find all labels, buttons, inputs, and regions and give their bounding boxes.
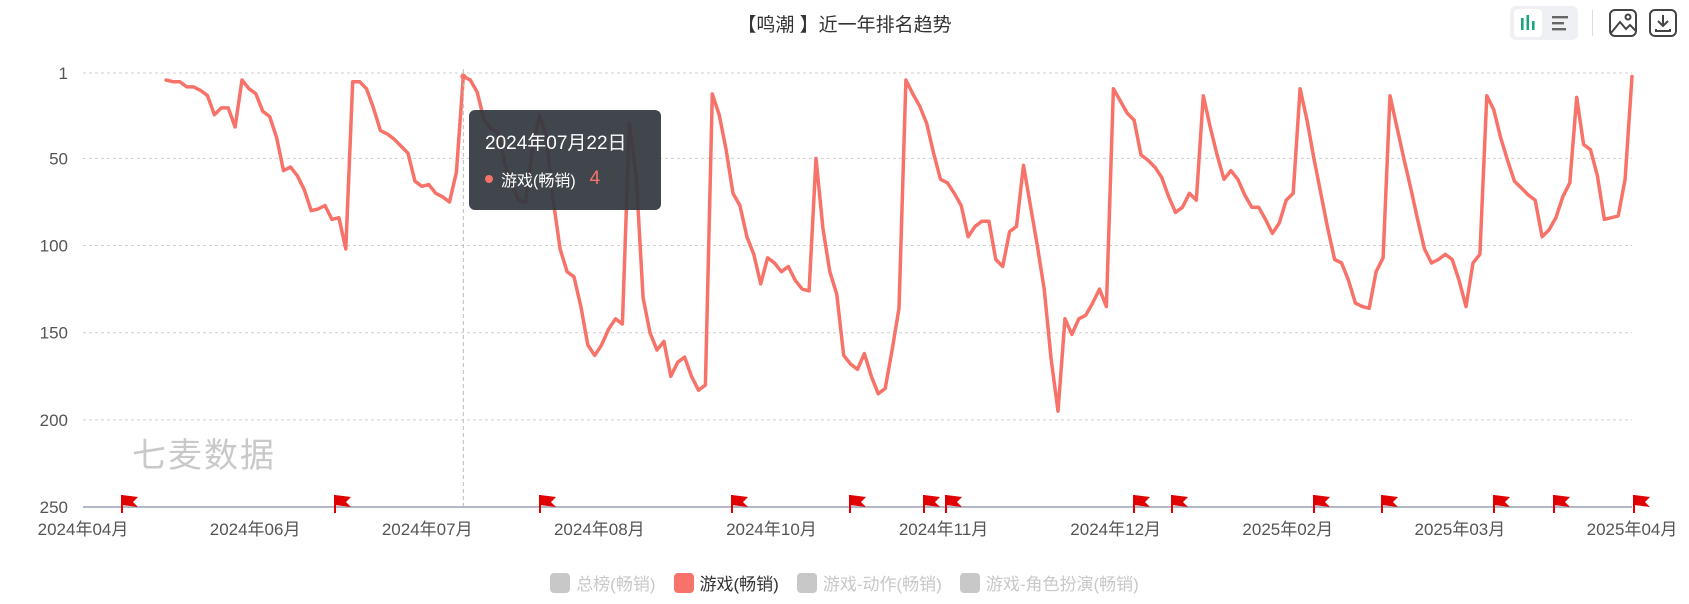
y-tick-label: 150 — [40, 324, 68, 343]
y-tick-label: 1 — [59, 64, 68, 83]
image-icon — [1609, 9, 1637, 37]
legend-swatch — [673, 572, 694, 593]
x-tick-label: 2025年04月 — [1587, 520, 1678, 539]
legend-item-games[interactable]: 游戏(畅销) — [673, 570, 779, 595]
series-line-games — [164, 74, 1634, 413]
download-icon — [1649, 9, 1677, 37]
chart-toolbar — [1510, 6, 1679, 40]
event-flag — [732, 495, 748, 507]
legend: 总榜(畅销) 游戏(畅销) 游戏-动作(畅销) 游戏-角色扮演(畅销) — [0, 570, 1689, 595]
download-button[interactable] — [1647, 7, 1679, 39]
toolbar-divider — [1592, 10, 1593, 36]
event-flag — [924, 495, 940, 507]
x-tick-label: 2024年11月 — [899, 520, 988, 539]
tooltip-date: 2024年07月22日 — [485, 133, 627, 154]
legend-item-games-action[interactable]: 游戏-动作(畅销) — [796, 570, 942, 595]
bar-chart-icon — [1521, 15, 1535, 30]
event-flag — [1314, 495, 1330, 507]
save-image-button[interactable] — [1607, 7, 1639, 39]
list-view-button[interactable] — [1546, 9, 1574, 37]
legend-swatch — [796, 572, 817, 593]
event-flag — [1172, 495, 1188, 507]
x-tick-label: 2024年06月 — [210, 520, 301, 539]
tooltip-series-name: 游戏(畅销) — [501, 173, 576, 190]
event-flag — [335, 495, 351, 507]
y-tick-label: 250 — [40, 498, 68, 517]
hover-point — [460, 73, 467, 80]
y-tick-label: 100 — [40, 237, 68, 256]
legend-swatch — [959, 572, 980, 593]
x-tick-label: 2025年03月 — [1415, 520, 1506, 539]
legend-label: 游戏-动作(畅销) — [822, 575, 942, 594]
bar-chart-view-button[interactable] — [1514, 9, 1542, 37]
view-toggle — [1510, 6, 1578, 40]
legend-label: 总榜(畅销) — [576, 575, 656, 594]
chart-title: 【鸣潮 】近一年排名趋势 — [737, 15, 952, 36]
event-flag — [540, 495, 556, 507]
event-flag — [1494, 495, 1510, 507]
x-tick-label: 2024年12月 — [1070, 520, 1161, 539]
event-flag — [850, 495, 866, 507]
legend-item-games-rpg[interactable]: 游戏-角色扮演(畅销) — [959, 570, 1139, 595]
event-flag — [1382, 495, 1398, 507]
event-flag — [1134, 495, 1150, 507]
legend-label: 游戏(畅销) — [699, 575, 779, 594]
tooltip-series-dot — [485, 175, 493, 183]
x-tick-label: 2025年02月 — [1242, 520, 1333, 539]
y-tick-label: 50 — [49, 149, 68, 168]
watermark: 七麦数据 — [132, 437, 276, 475]
legend-item-overall[interactable]: 总榜(畅销) — [550, 570, 656, 595]
tooltip-row: 游戏(畅销) 4 — [485, 167, 645, 191]
event-flag — [946, 495, 962, 507]
tooltip: 2024年07月22日 游戏(畅销) 4 — [469, 110, 661, 210]
x-tick-label: 2024年07月 — [382, 520, 473, 539]
legend-swatch — [550, 572, 571, 593]
x-tick-label: 2024年04月 — [38, 520, 129, 539]
legend-label: 游戏-角色扮演(畅销) — [985, 575, 1139, 594]
event-flag — [1634, 495, 1650, 507]
event-flag — [1554, 495, 1570, 507]
event-flag — [122, 495, 138, 507]
list-icon — [1552, 16, 1568, 31]
x-tick-label: 2024年10月 — [726, 520, 817, 539]
y-tick-label: 200 — [40, 411, 68, 430]
x-tick-label: 2024年08月 — [554, 520, 645, 539]
tooltip-value: 4 — [589, 168, 601, 189]
